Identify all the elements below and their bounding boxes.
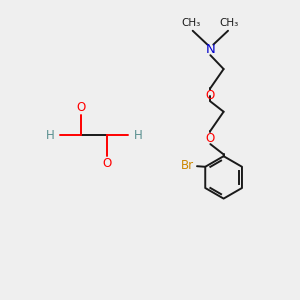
- Text: O: O: [206, 132, 215, 145]
- Text: CH₃: CH₃: [220, 18, 239, 28]
- Text: Br: Br: [180, 159, 194, 172]
- Text: H: H: [46, 129, 54, 142]
- Text: CH₃: CH₃: [182, 18, 201, 28]
- Text: O: O: [76, 101, 86, 114]
- Text: O: O: [206, 89, 215, 102]
- Text: O: O: [103, 157, 112, 170]
- Text: H: H: [134, 129, 142, 142]
- Text: N: N: [206, 44, 215, 56]
